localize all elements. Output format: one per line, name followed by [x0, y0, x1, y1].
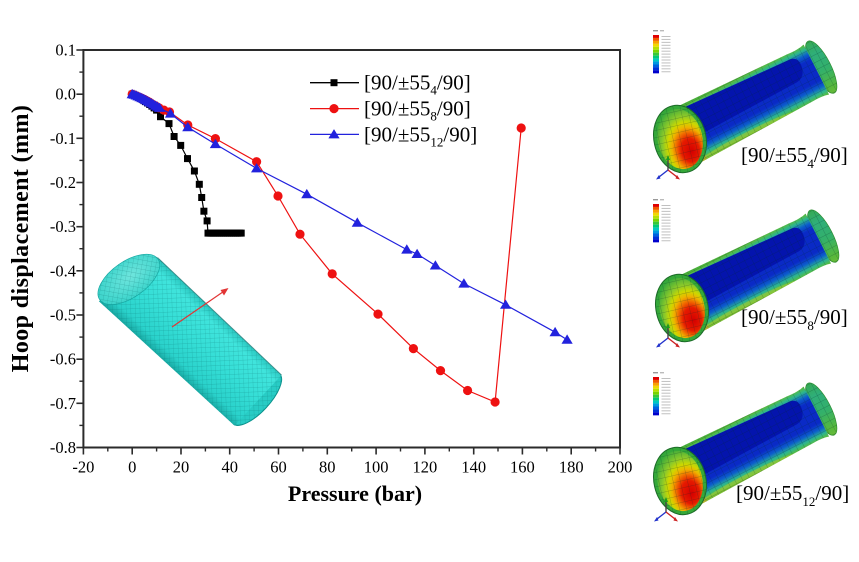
- svg-text:-0.8: -0.8: [50, 438, 76, 457]
- svg-text:[90/±558/90]: [90/±558/90]: [364, 97, 471, 124]
- svg-text:-0.1: -0.1: [50, 129, 76, 148]
- svg-text:40: 40: [221, 458, 238, 477]
- svg-text:100: 100: [364, 458, 389, 477]
- svg-text:-0.2: -0.2: [50, 173, 76, 192]
- svg-text:[90/±558/90]: [90/±558/90]: [741, 305, 848, 333]
- svg-text:-0.3: -0.3: [50, 217, 76, 236]
- svg-text:-0.4: -0.4: [50, 261, 76, 280]
- svg-text:-0.7: -0.7: [50, 394, 76, 413]
- svg-text:0: 0: [128, 458, 136, 477]
- svg-text:-20: -20: [72, 458, 94, 477]
- svg-text:[90/±554/90]: [90/±554/90]: [364, 71, 471, 98]
- svg-text:[90/±5512/90]: [90/±5512/90]: [736, 481, 849, 509]
- svg-text:20: 20: [173, 458, 190, 477]
- svg-text:140: 140: [461, 458, 486, 477]
- svg-text:60: 60: [270, 458, 287, 477]
- svg-text:180: 180: [559, 458, 584, 477]
- svg-text:-0.6: -0.6: [50, 350, 76, 369]
- svg-text:200: 200: [608, 458, 633, 477]
- svg-text:120: 120: [413, 458, 438, 477]
- svg-text:0.0: 0.0: [55, 85, 76, 104]
- svg-text:80: 80: [319, 458, 336, 477]
- svg-text:[90/±554/90]: [90/±554/90]: [741, 143, 848, 171]
- svg-text:0.1: 0.1: [55, 41, 76, 60]
- svg-text:160: 160: [510, 458, 535, 477]
- svg-text:[90/±5512/90]: [90/±5512/90]: [364, 122, 477, 149]
- svg-text:-0.5: -0.5: [50, 306, 76, 325]
- svg-text:Hoop displacement (mm): Hoop displacement (mm): [8, 105, 34, 372]
- svg-text:Pressure (bar): Pressure (bar): [288, 481, 422, 506]
